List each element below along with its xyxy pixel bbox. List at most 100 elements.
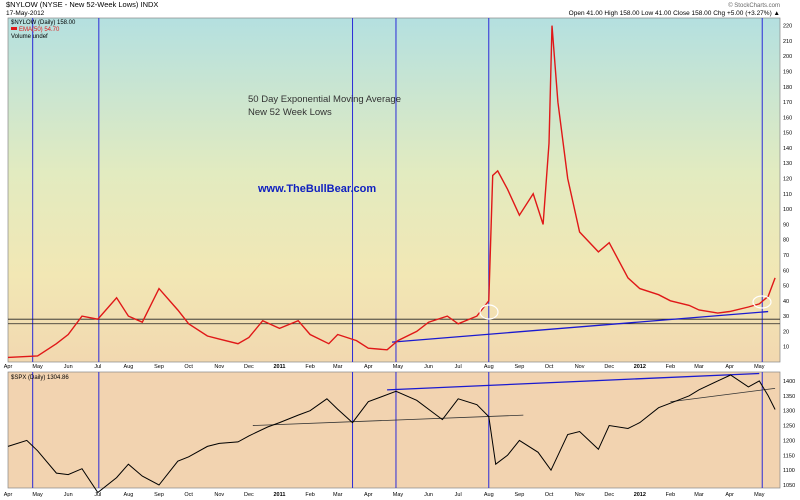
annotation-ema: 50 Day Exponential Moving Average [248, 94, 401, 105]
x-tick-label-bottom: May [393, 492, 404, 498]
x-tick-label-top: Oct [184, 364, 193, 370]
x-tick-label-bottom: Mar [333, 492, 343, 498]
x-tick-label-bottom: Oct [545, 492, 554, 498]
x-tick-label-bottom: Dec [244, 492, 254, 498]
x-tick-label-top: Nov [214, 364, 224, 370]
x-tick-label-bottom: Apr [725, 492, 734, 498]
top-y-tick-label: 190 [783, 70, 792, 76]
x-tick-label-bottom: May [32, 492, 43, 498]
x-tick-label-top: Apr [4, 364, 13, 370]
top-panel-background [7, 17, 781, 363]
spx-support-line [252, 414, 524, 426]
top-y-tick-label: 30 [783, 314, 789, 320]
top-y-tick-label: 110 [783, 192, 792, 198]
x-tick-label-bottom: Mar [694, 492, 704, 498]
bottom-panel-background [7, 371, 781, 489]
x-tick-label-bottom: Jul [455, 492, 462, 498]
top-y-tick-label: 100 [783, 207, 792, 213]
x-tick-label-bottom: Dec [604, 492, 614, 498]
top-panel: 10 20 30 40 50 60 70 80 90 100 110 120 130 140 150 160 1… [7, 17, 792, 363]
top-y-tick-label: 40 [783, 299, 789, 305]
x-tick-label-bottom: Feb [666, 492, 675, 498]
top-y-tick-label: 60 [783, 268, 789, 274]
x-tick-label-top: May [754, 364, 765, 370]
bottom-panel: 1050 1100 1150 1200 1250 1300 1350 1400 $SPX (D… [7, 371, 795, 494]
ema-series-line [7, 25, 776, 359]
bottom-y-tick-label: 1100 [783, 468, 795, 474]
x-tick-label-top: Apr [364, 364, 373, 370]
top-y-tick-label: 210 [783, 39, 792, 45]
top-y-tick-label: 120 [783, 177, 792, 183]
breakout-circle-aug [479, 304, 499, 320]
top-y-tick-label: 80 [783, 238, 789, 244]
top-y-tick-label: 50 [783, 284, 789, 290]
x-tick-label-top: 2012 [634, 364, 646, 370]
bottom-y-tick-label: 1200 [783, 438, 795, 444]
bottom-y-tick-label: 1250 [783, 424, 795, 430]
x-tick-label-bottom: Apr [4, 492, 13, 498]
x-tick-label-bottom: Apr [364, 492, 373, 498]
x-tick-label-top: 2011 [274, 364, 286, 370]
x-tick-label-bottom: May [754, 492, 765, 498]
spx-upper-trendline [387, 372, 760, 391]
x-tick-label-top: Dec [244, 364, 254, 370]
bottom-y-tick-label: 1150 [783, 453, 795, 459]
x-tick-label-top: Feb [305, 364, 314, 370]
x-tick-label-bottom: Feb [305, 492, 314, 498]
top-y-tick-label: 90 [783, 222, 789, 228]
x-tick-label-bottom: Jul [94, 492, 101, 498]
quote-line: Open 41.00 High 158.00 Low 41.00 Close 1… [569, 10, 780, 17]
bottom-axis-labels: 1050 1100 1150 1200 1250 1300 1350 1400 [783, 379, 795, 489]
x-tick-label-top: Aug [124, 364, 134, 370]
x-tick-label-bottom: Sep [154, 492, 164, 498]
x-tick-label-bottom: 2011 [274, 492, 286, 498]
x-tick-label-bottom: Oct [184, 492, 193, 498]
x-tick-label-top: Feb [666, 364, 675, 370]
lows-trendline [391, 310, 769, 343]
x-tick-label-top: Dec [604, 364, 614, 370]
breakout-circle-may [752, 295, 772, 309]
legend-ema: EMA(50) 54.70 [19, 27, 60, 33]
annotation-lows: New 52 Week Lows [248, 107, 332, 118]
legend-volume: Volume undef [11, 34, 48, 40]
top-y-tick-label: 160 [783, 115, 792, 121]
top-y-tick-label: 150 [783, 131, 792, 137]
spx-series-line [7, 374, 776, 494]
bottom-y-tick-label: 1400 [783, 379, 795, 385]
x-tick-label-top: Mar [333, 364, 343, 370]
x-tick-label-top: Oct [545, 364, 554, 370]
x-tick-label-top: Nov [575, 364, 585, 370]
x-tick-label-top: Sep [514, 364, 524, 370]
bottom-y-tick-label: 1050 [783, 483, 795, 489]
x-tick-label-bottom: Nov [575, 492, 585, 498]
top-y-tick-label: 70 [783, 253, 789, 259]
x-tick-label-bottom: 2012 [634, 492, 646, 498]
bottom-y-tick-label: 1350 [783, 394, 795, 400]
x-tick-label-top: Jul [94, 364, 101, 370]
x-tick-label-top: May [32, 364, 43, 370]
x-tick-label-bottom: Jun [424, 492, 433, 498]
legend-spx: $SPX (Daily) 1304.86 [11, 375, 69, 381]
x-tick-label-top: Jul [455, 364, 462, 370]
top-y-tick-label: 200 [783, 54, 792, 60]
stockcharts-credit: © StockCharts.com [728, 2, 780, 9]
x-tick-label-bottom: Jun [64, 492, 73, 498]
legend-nylow: $NYLOW (Daily) 158.00 [11, 20, 76, 26]
x-tick-label-bottom: Nov [214, 492, 224, 498]
x-axis-bottom: Apr May Jun Jul Aug Sep Oct Nov Dec 2011 Feb Mar Apr… [4, 492, 765, 498]
website-link[interactable]: www.TheBullBear.com [257, 183, 376, 195]
chart-date: 17-May-2012 [6, 10, 45, 17]
legend-ema-swatch [11, 27, 17, 30]
spx-recent-support-line [670, 387, 776, 403]
top-y-tick-label: 170 [783, 100, 792, 106]
x-tick-label-top: May [393, 364, 404, 370]
top-axis-labels: 10 20 30 40 50 60 70 80 90 100 110 120 130 140 150 160 1… [783, 24, 792, 351]
top-legend: $NYLOW (Daily) 158.00 EMA(50) 54.70 Volu… [11, 20, 76, 40]
x-tick-label-top: Mar [694, 364, 704, 370]
x-tick-label-top: Apr [725, 364, 734, 370]
top-y-tick-label: 180 [783, 85, 792, 91]
x-tick-label-top: Aug [484, 364, 494, 370]
top-y-tick-label: 140 [783, 146, 792, 152]
top-y-tick-label: 20 [783, 329, 789, 335]
